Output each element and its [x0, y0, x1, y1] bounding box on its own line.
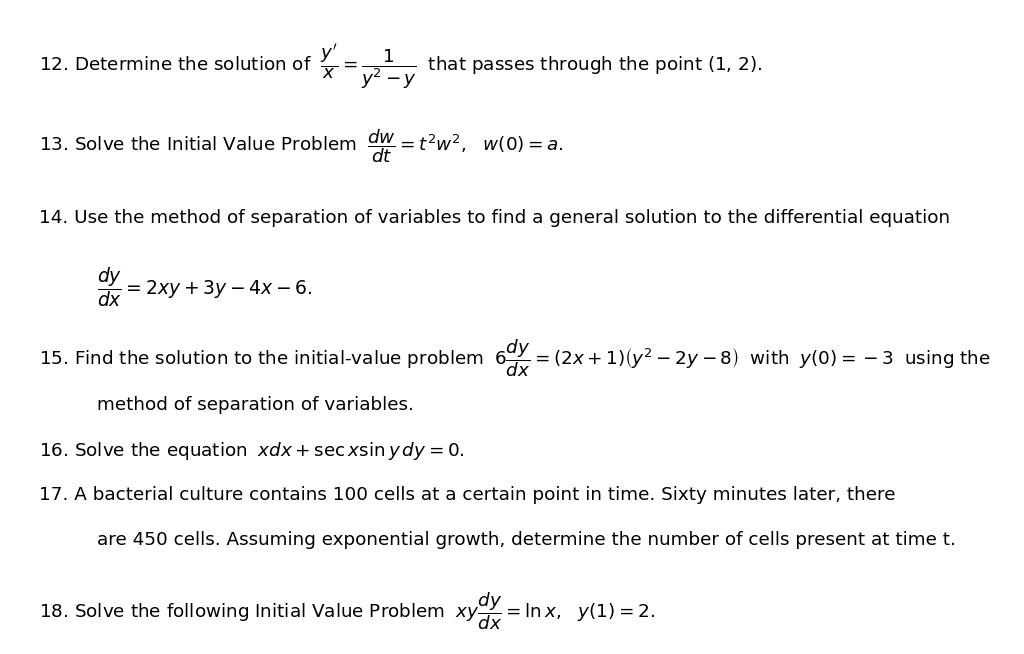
Text: $\dfrac{dy}{dx} = 2xy + 3y - 4x - 6.$: $\dfrac{dy}{dx} = 2xy + 3y - 4x - 6.$: [97, 265, 312, 309]
Text: are 450 cells. Assuming exponential growth, determine the number of cells presen: are 450 cells. Assuming exponential grow…: [97, 531, 956, 549]
Text: 16. Solve the equation $\;xdx + \sec x \sin y\,dy = 0$.: 16. Solve the equation $\;xdx + \sec x \…: [39, 440, 465, 462]
Text: 17. A bacterial culture contains 100 cells at a certain point in time. Sixty min: 17. A bacterial culture contains 100 cel…: [39, 486, 895, 504]
Text: 14. Use the method of separation of variables to find a general solution to the : 14. Use the method of separation of vari…: [39, 209, 950, 228]
Text: 18. Solve the following Initial Value Problem $\;xy\dfrac{dy}{dx} = \ln x$,  $\;: 18. Solve the following Initial Value Pr…: [39, 590, 654, 632]
Text: 13. Solve the Initial Value Problem $\;\dfrac{dw}{dt} = t^2 w^2$,  $\;w(0) = a$.: 13. Solve the Initial Value Problem $\;\…: [39, 128, 563, 165]
Text: 12. Determine the solution of $\;\dfrac{y'}{x} = \dfrac{1}{y^2 - y}\;$ that pass: 12. Determine the solution of $\;\dfrac{…: [39, 43, 762, 92]
Text: method of separation of variables.: method of separation of variables.: [97, 396, 414, 414]
Text: 15. Find the solution to the initial-value problem $\;6\dfrac{dy}{dx} = (2x+1)\l: 15. Find the solution to the initial-val…: [39, 337, 991, 379]
